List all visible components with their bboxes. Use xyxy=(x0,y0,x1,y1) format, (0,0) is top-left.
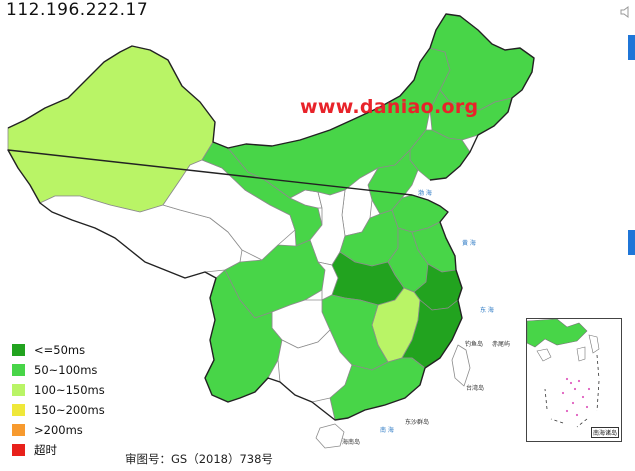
legend-label: 100~150ms xyxy=(34,383,105,397)
map-label-chiwei: 赤尾屿 xyxy=(492,340,510,348)
legend-label: 150~200ms xyxy=(34,403,105,417)
national-border xyxy=(7,13,535,421)
legend-label: <=50ms xyxy=(34,343,86,357)
legend-label: 超时 xyxy=(34,443,57,457)
legend-swatch xyxy=(12,444,25,456)
legend-swatch xyxy=(12,384,25,396)
province-hainan[interactable] xyxy=(315,423,345,449)
legend-label: 50~100ms xyxy=(34,363,98,377)
ip-address-title: 112.196.222.17 xyxy=(6,0,149,20)
legend-swatch xyxy=(12,424,25,436)
watermark-text: www.daniao.org xyxy=(300,96,479,118)
legend-swatch xyxy=(12,364,25,376)
legend-item: 150~200ms xyxy=(12,400,132,420)
legend-item: >200ms xyxy=(12,420,132,440)
side-panel-tab-bottom[interactable] xyxy=(628,230,635,255)
side-panel-tab-top[interactable] xyxy=(628,35,635,60)
legend-swatch xyxy=(12,404,25,416)
sea-label-yellow-sea: 黄 海 xyxy=(462,239,476,247)
map-label-dongsha: 东沙群岛 xyxy=(405,418,429,426)
latency-legend: <=50ms 50~100ms 100~150ms 150~200ms >200… xyxy=(12,340,132,460)
sea-label-bohai: 渤 海 xyxy=(418,189,432,197)
legend-item: 50~100ms xyxy=(12,360,132,380)
map-label-taiwan: 台湾岛 xyxy=(466,384,484,392)
legend-item: 100~150ms xyxy=(12,380,132,400)
legend-label: >200ms xyxy=(34,423,83,437)
inset-label: 南海诸岛 xyxy=(590,427,619,438)
speaker-icon[interactable] xyxy=(620,6,631,18)
south-china-sea-inset: 南海诸岛 xyxy=(526,318,622,442)
map-label-hainan: 海南岛 xyxy=(342,438,360,446)
sea-label-east-china-sea: 东 海 xyxy=(480,306,494,314)
province-taiwan[interactable] xyxy=(451,344,471,387)
map-label-diaoyu: 钓鱼岛 xyxy=(465,340,483,348)
legend-item: <=50ms xyxy=(12,340,132,360)
inset-map xyxy=(526,318,600,428)
map-approval-number: 审图号：GS（2018）738号 xyxy=(125,452,273,466)
legend-swatch xyxy=(12,344,25,356)
sea-label-south-china-sea: 南 海 xyxy=(380,426,394,434)
legend-item: 超时 xyxy=(12,440,132,460)
